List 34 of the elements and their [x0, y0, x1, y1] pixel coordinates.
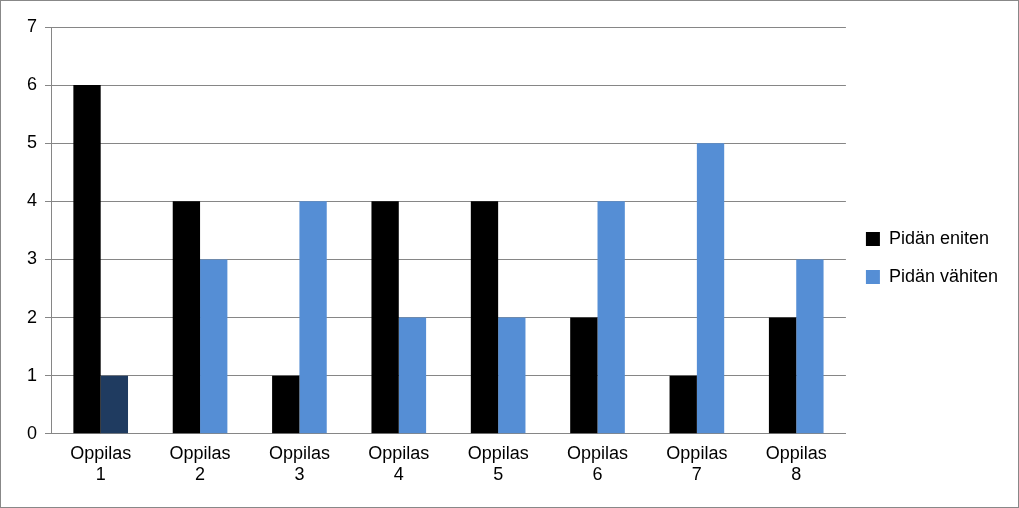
bar — [371, 201, 399, 434]
bar — [100, 375, 129, 434]
bar — [597, 201, 625, 434]
y-tick-label: 4 — [27, 190, 38, 211]
bar — [796, 259, 824, 434]
y-tick-label: 6 — [27, 74, 38, 95]
bar — [272, 375, 300, 434]
bar — [299, 201, 327, 434]
bar — [570, 317, 598, 434]
x-tick-label: Oppilas 7 — [666, 442, 728, 485]
bar — [768, 317, 797, 434]
bar — [200, 259, 228, 434]
bar — [470, 201, 499, 434]
x-tick-label: Oppilas 1 — [70, 442, 132, 485]
bar — [669, 375, 697, 434]
x-tick-label: Oppilas 5 — [467, 442, 529, 485]
y-tick-label: 7 — [27, 15, 38, 36]
x-tick-label: Oppilas 8 — [765, 442, 827, 485]
x-tick-label: Oppilas 4 — [368, 442, 430, 485]
bar — [696, 143, 725, 434]
bar — [498, 317, 526, 434]
x-tick-label: Oppilas 6 — [566, 442, 629, 485]
x-tick-label: Oppilas 2 — [169, 442, 231, 485]
legend-label: Pidän eniten — [888, 227, 990, 248]
y-tick-label: 3 — [27, 248, 38, 269]
x-tick-label: Oppilas 3 — [268, 442, 330, 485]
legend-label: Pidän vähiten — [888, 265, 999, 286]
y-tick-label: 0 — [27, 422, 38, 443]
y-tick-label: 2 — [27, 306, 38, 327]
bar — [172, 201, 201, 434]
bar — [398, 317, 427, 434]
bar — [73, 85, 101, 434]
y-tick-label: 5 — [27, 132, 38, 153]
y-tick-label: 1 — [27, 364, 38, 385]
